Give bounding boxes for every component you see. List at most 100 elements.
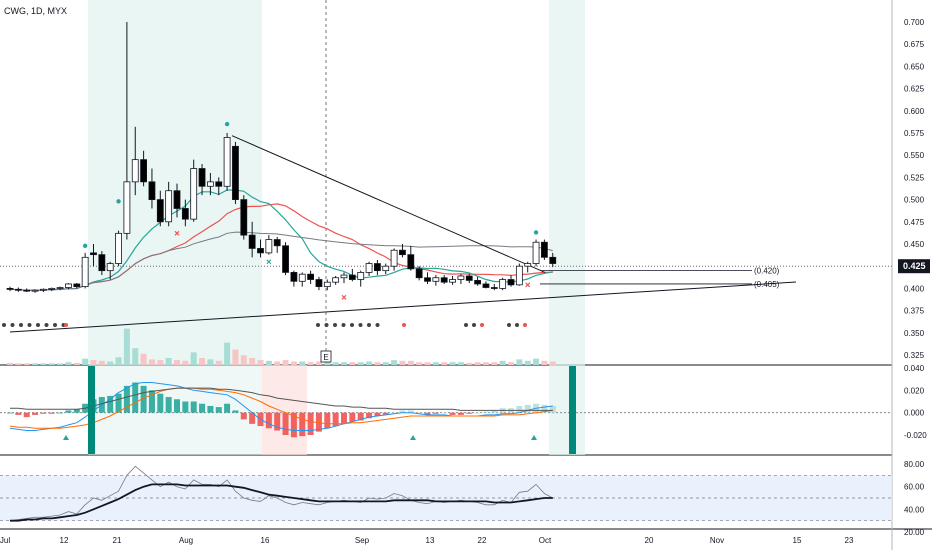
macd-histogram-bar: [165, 397, 172, 413]
time-axis: Jul 12 21 Aug 16 Sep 13 22 Oct 20 Nov 15 23: [0, 536, 854, 545]
macd-histogram-bar: [224, 403, 231, 413]
volume-bar: [482, 362, 489, 365]
volume-bar: [182, 360, 189, 365]
time-tick: 12: [60, 536, 69, 545]
macd-histogram-bar: [324, 412, 331, 429]
candle-body: [499, 279, 507, 289]
macd-histogram-bar: [73, 409, 80, 413]
volume-bar: [32, 363, 39, 365]
candle-body: [532, 241, 540, 264]
buy-signal-dot: [82, 243, 88, 248]
status-dot: [358, 323, 363, 327]
price-tick: 0.325: [904, 351, 925, 360]
rsi-pane: [0, 465, 892, 522]
macd-up-arrow: [63, 435, 69, 440]
macd-histogram-bar: [23, 412, 30, 418]
macd-histogram-bar: [432, 412, 439, 414]
time-tick: 15: [793, 536, 802, 545]
rsi-fast-line: [9, 465, 553, 522]
price-tick: 0.700: [904, 18, 925, 27]
volume-bar: [207, 359, 214, 365]
candle-body: [307, 273, 315, 280]
macd-histogram-bar: [374, 412, 381, 417]
rsi-slow-line: [10, 483, 553, 522]
candle-body: [357, 272, 365, 280]
macd-histogram-bar: [32, 412, 39, 415]
candle-body: [223, 137, 231, 187]
candle-body: [190, 168, 198, 220]
price-tick: 0.550: [904, 151, 925, 160]
macd-histogram-bar: [148, 390, 155, 413]
macd-histogram-bar: [274, 412, 281, 431]
macd-histogram-bar: [357, 412, 364, 421]
macd-histogram-bar: [482, 411, 489, 413]
candle-body: [181, 208, 189, 220]
macd-histogram-bar: [341, 412, 347, 424]
price-tick: 0.350: [904, 329, 925, 338]
macd-histogram-bar: [282, 412, 289, 435]
macd-histogram-bar: [524, 404, 531, 413]
last-price-label: 0.425: [903, 261, 926, 271]
volume-bar: [382, 362, 389, 365]
macd-histogram-bar: [40, 412, 47, 414]
macd-histogram-bar: [315, 412, 322, 432]
candle-body: [6, 287, 14, 290]
cross-signal: [341, 294, 347, 300]
volume-bar: [332, 362, 339, 365]
candle-body: [165, 190, 173, 223]
macd-histogram-bar: [57, 412, 64, 414]
trendlines: [9, 135, 797, 333]
macd-histogram-bar: [474, 412, 481, 414]
macd-histogram-bar: [399, 410, 406, 413]
status-dot: [2, 323, 6, 327]
earnings-event-label[interactable]: E: [323, 353, 328, 362]
macd-histogram-bar: [541, 404, 548, 413]
macd-histogram-bar: [115, 393, 122, 413]
rsi-tick: 20.00: [904, 528, 925, 537]
volume-bar: [73, 362, 80, 365]
volume-bar: [399, 360, 406, 365]
volume-bar: [541, 360, 548, 365]
candle-body: [215, 181, 223, 187]
volume-bar: [107, 361, 114, 365]
macd-histogram-bar: [382, 412, 389, 415]
volume-bar: [174, 360, 180, 365]
price-axes: 0.700 0.675 0.650 0.625 0.600 0.575 0.550 0.525…: [898, 18, 930, 537]
macd-histogram-bar: [240, 412, 247, 420]
candle-body: [315, 279, 323, 288]
candle-body: [65, 283, 72, 288]
status-dot: [27, 323, 32, 327]
macd-pane: [0, 366, 892, 454]
candle-body: [373, 263, 381, 272]
candle-body: [31, 289, 39, 292]
status-dot: [341, 323, 346, 327]
candlesticks[interactable]: [6, 22, 557, 293]
price-tick: 0.575: [904, 129, 925, 138]
time-tick: Oct: [539, 536, 552, 545]
time-tick: 23: [845, 536, 854, 545]
candle-body: [440, 277, 448, 283]
candle-body: [290, 272, 298, 282]
macd-histogram-bar: [449, 412, 456, 415]
volume-bar: [441, 362, 448, 365]
rsi-tick: 80.00: [904, 460, 925, 469]
macd-histogram-bar: [265, 412, 272, 429]
candle-body: [515, 265, 523, 286]
time-tick: 20: [645, 536, 654, 545]
volume-bar: [249, 358, 256, 365]
macd-histogram-bar: [132, 382, 139, 413]
rsi-tick: 60.00: [904, 483, 925, 492]
macd-histogram-bar: [407, 410, 414, 413]
candle-body: [507, 279, 515, 286]
macd-histogram-bar: [549, 405, 556, 413]
status-dot: [53, 323, 57, 327]
moving-averages: [9, 189, 553, 291]
macd-histogram-bar: [424, 412, 431, 415]
volume-bar: [457, 362, 464, 365]
price-tick: 0.400: [904, 284, 925, 293]
macd-tick: 0.000: [904, 409, 925, 418]
volume-bar: [123, 328, 130, 365]
candle-body: [40, 288, 47, 291]
volume-bar: [424, 362, 431, 365]
